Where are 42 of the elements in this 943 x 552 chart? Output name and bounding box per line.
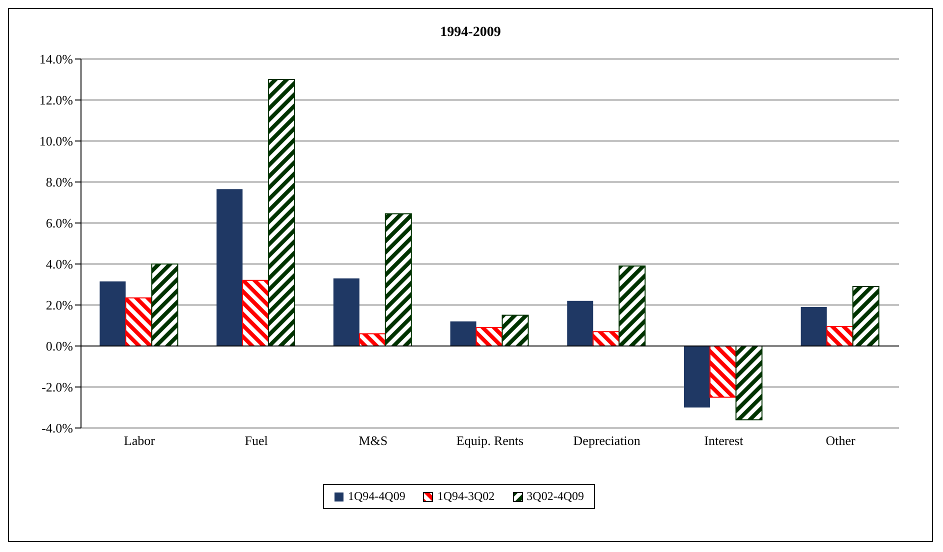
bar [242,280,270,346]
x-tick-label: Labor [124,433,156,448]
y-tick-label: 14.0% [39,52,74,67]
bar [826,326,854,346]
bar [502,314,529,346]
legend-label: 1Q94-3Q02 [436,489,495,504]
chart-title: 1994-2009 [439,24,502,42]
bar [476,327,503,346]
bar [618,266,646,346]
x-tick-label: Other [826,433,856,448]
bar [100,281,126,346]
bar [684,346,710,408]
bar [333,278,360,346]
bar [268,79,296,346]
bar [384,213,412,346]
bar [151,264,178,346]
y-tick-label: -4.0% [42,420,74,436]
x-tick-label: Fuel [244,433,268,448]
x-tick-label: M&S [358,433,388,448]
y-tick-label: -2.0% [42,380,74,395]
y-tick-label: 2.0% [46,298,74,313]
bar [125,297,152,346]
bar [216,189,243,346]
x-tick-label: Interest [704,433,744,448]
y-tick-label: 12.0% [39,92,74,108]
bar [709,346,736,398]
bar [450,321,476,346]
y-tick-label: 4.0% [46,256,74,272]
bar [358,333,386,346]
bar [735,346,762,420]
y-tick-label: 8.0% [46,174,74,190]
y-tick-label: 10.0% [39,134,74,149]
bar [592,331,620,346]
bar [800,307,827,346]
legend-label: 1Q94-4Q09 [347,489,406,504]
y-tick-label: 0.0% [46,338,74,354]
x-tick-label: Depreciation [573,433,641,448]
bar [567,300,594,346]
legend-label: 3Q02-4Q09 [526,489,584,504]
x-tick-label: Equip. Rents [456,433,524,448]
y-tick-label: 6.0% [46,216,74,231]
bar [852,286,880,346]
